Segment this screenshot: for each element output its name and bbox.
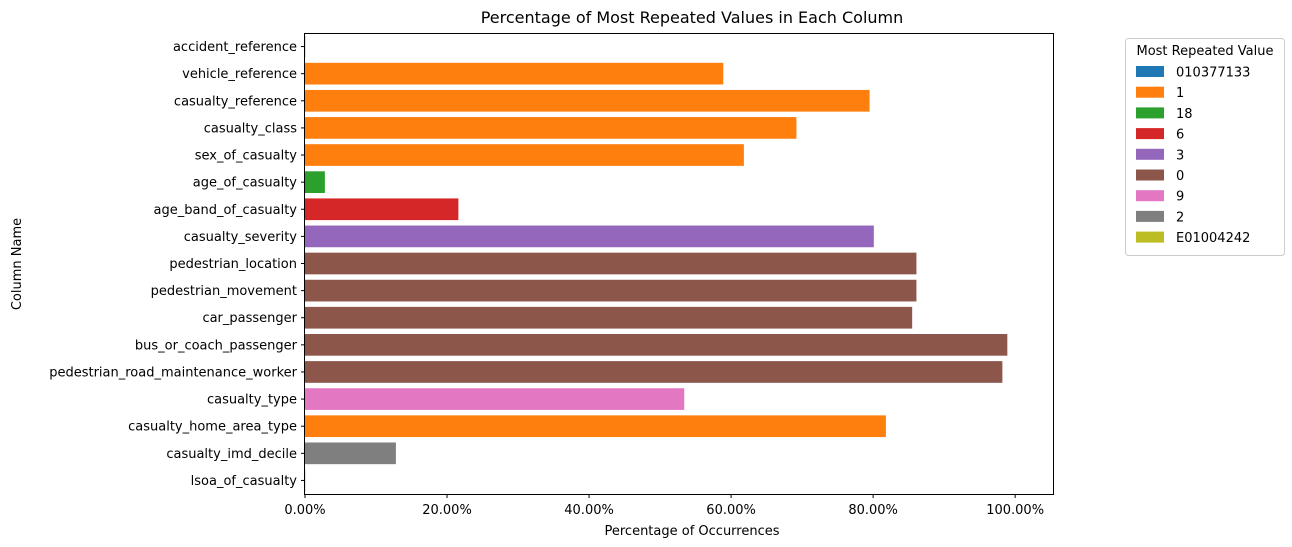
chart-title: Percentage of Most Repeated Values in Ea…: [481, 8, 904, 27]
legend-frame: [1125, 38, 1285, 256]
y-tick-label: casualty_reference: [174, 94, 297, 109]
legend-label: 1: [1176, 86, 1184, 101]
y-tick-label: pedestrian_road_maintenance_worker: [49, 365, 297, 380]
legend-swatch: [1136, 190, 1164, 202]
y-tick-label: pedestrian_movement: [151, 284, 297, 299]
legend-label: 2: [1176, 210, 1184, 225]
x-tick-label: 100.00%: [986, 503, 1044, 518]
y-tick-label: vehicle_reference: [182, 67, 297, 82]
bar-casualty_type: [305, 388, 685, 410]
bar-sex_of_casualty: [305, 144, 744, 166]
plot-frame: [304, 33, 1054, 495]
legend: Most Repeated Value 010377133 1 18 6 3 0 9 2 E01…: [1125, 38, 1285, 256]
legend-swatch: [1136, 210, 1164, 222]
bars-group: [305, 35, 1008, 492]
y-tick-label: casualty_severity: [184, 230, 298, 245]
bar-casualty_reference: [305, 89, 870, 112]
y-axis-ticks: accident_reference vehicle_referencecasua…: [49, 40, 305, 489]
y-tick-label: casualty_type: [207, 393, 297, 408]
x-tick-label: 60.00%: [706, 503, 756, 518]
legend-label: 010377133: [1176, 66, 1250, 81]
y-tick-label: pedestrian_location: [169, 257, 297, 272]
y-tick-label: casualty_class: [204, 121, 297, 136]
bar-age_of_casualty: [305, 171, 325, 193]
bar-casualty_imd_decile: [305, 442, 396, 465]
bar-bus_or_coach_passenger: [305, 334, 1008, 356]
y-tick-label: casualty_imd_decile: [166, 447, 297, 462]
x-tick-label: 0.00%: [284, 503, 325, 518]
y-tick-label: age_band_of_casualty: [154, 203, 298, 218]
legend-label: 0: [1176, 169, 1184, 184]
bar-pedestrian_movement: [305, 279, 917, 302]
bar-casualty_class: [305, 117, 797, 139]
bar-pedestrian_road_maintenance_worker: [305, 361, 1003, 383]
x-axis-ticks: 0.00% 20.00% 40.00% 60.00% 80.00% 100.00%: [284, 494, 1044, 518]
bar-vehicle_reference: [305, 62, 724, 85]
x-tick-label: 80.00%: [848, 503, 898, 518]
legend-swatch: [1136, 231, 1164, 243]
y-tick-label: accident_reference: [173, 40, 297, 55]
y-tick-label: age_of_casualty: [193, 176, 298, 191]
legend-swatch: [1136, 66, 1164, 77]
x-tick-label: 40.00%: [564, 503, 614, 518]
x-tick-label: 20.00%: [422, 503, 472, 518]
y-tick-label: sex_of_casualty: [195, 149, 298, 164]
bar-car_passenger: [305, 306, 913, 329]
y-tick-label: lsoa_of_casualty: [191, 474, 298, 489]
legend-swatch: [1136, 107, 1164, 119]
bar-pedestrian_location: [305, 252, 917, 275]
y-tick-label: car_passenger: [202, 311, 297, 326]
legend-label: 6: [1176, 128, 1184, 143]
legend-label: 3: [1176, 148, 1184, 163]
legend-items: 010377133 1 18 6 3 0 9 2 E01004242: [1136, 66, 1250, 246]
legend-swatch: [1136, 86, 1164, 98]
legend-label: 18: [1176, 107, 1193, 122]
y-tick-label: bus_or_coach_passenger: [135, 338, 298, 353]
legend-swatch: [1136, 148, 1164, 160]
legend-label: 9: [1176, 190, 1184, 205]
legend-title: Most Repeated Value: [1136, 44, 1273, 59]
x-axis-title: Percentage of Occurrences: [604, 524, 779, 539]
y-tick-label: casualty_home_area_type: [128, 420, 297, 435]
bar-age_band_of_casualty: [305, 198, 459, 221]
y-axis-title: Column Name: [10, 218, 25, 310]
legend-label: E01004242: [1176, 231, 1250, 246]
bar-casualty_home_area_type: [305, 415, 886, 438]
legend-swatch: [1136, 128, 1164, 140]
legend-swatch: [1136, 169, 1164, 181]
bar-casualty_severity: [305, 225, 874, 248]
